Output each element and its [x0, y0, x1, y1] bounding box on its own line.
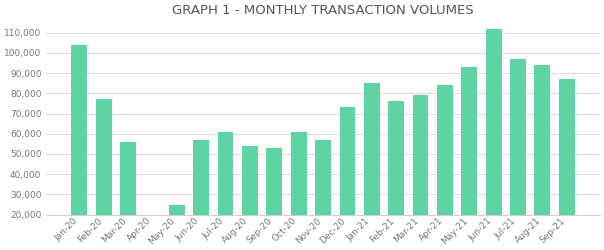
Bar: [169, 204, 185, 215]
Bar: [120, 142, 136, 215]
Bar: [291, 132, 307, 215]
Title: GRAPH 1 - MONTHLY TRANSACTION VOLUMES: GRAPH 1 - MONTHLY TRANSACTION VOLUMES: [172, 4, 474, 17]
Bar: [535, 65, 550, 215]
Bar: [71, 45, 88, 215]
Bar: [510, 59, 526, 215]
Bar: [266, 148, 282, 215]
Bar: [461, 67, 477, 215]
Bar: [96, 99, 112, 215]
Bar: [242, 146, 258, 215]
Bar: [339, 108, 355, 215]
Bar: [486, 28, 501, 215]
Bar: [217, 132, 234, 215]
Bar: [315, 140, 331, 215]
Bar: [559, 79, 574, 215]
Bar: [413, 95, 428, 215]
Bar: [193, 140, 209, 215]
Bar: [437, 85, 453, 215]
Bar: [388, 102, 404, 215]
Bar: [364, 83, 380, 215]
